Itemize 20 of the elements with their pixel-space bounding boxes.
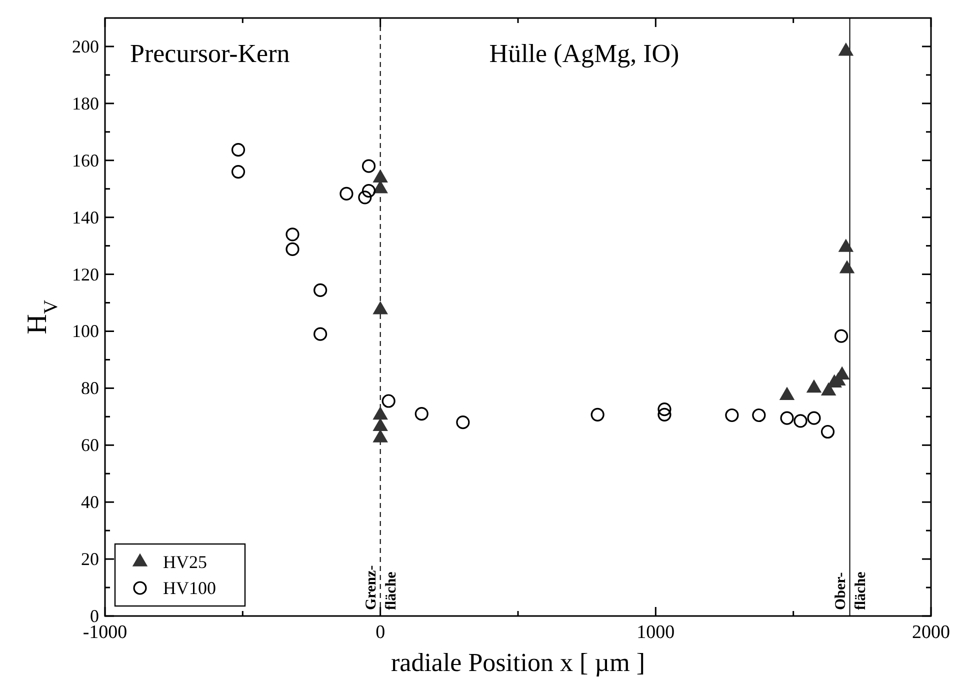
y-tick-label: 180: [72, 93, 99, 114]
y-tick-label: 140: [72, 207, 99, 228]
ref-line-label: Ober- fläche: [832, 571, 869, 610]
y-tick-label: 160: [72, 150, 99, 170]
legend-label: HV100: [163, 578, 216, 598]
x-tick-label: 1000: [636, 622, 675, 643]
y-tick-label: 20: [81, 549, 99, 570]
y-tick-label: 60: [81, 435, 99, 456]
y-tick-label: 200: [72, 36, 99, 56]
x-axis-title: radiale Position x [ µm ]: [391, 648, 645, 677]
y-tick-label: 100: [72, 321, 99, 342]
y-tick-label: 40: [81, 492, 99, 512]
y-tick-label: 120: [72, 264, 99, 284]
y-tick-label: 80: [81, 378, 99, 398]
annotation: Hülle (AgMg, IO): [489, 39, 680, 68]
annotation: Precursor-Kern: [130, 39, 290, 68]
legend-label: HV25: [163, 552, 207, 572]
x-tick-label: 2000: [912, 622, 950, 643]
x-tick-label: 0: [376, 622, 386, 643]
ref-line-label: Grenz- fläche: [363, 565, 400, 610]
